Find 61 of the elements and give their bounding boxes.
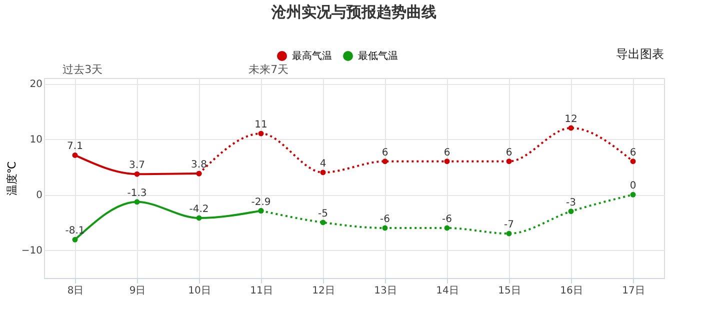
point (258, 130, 264, 136)
data-label: -1.3 (127, 188, 147, 199)
x-tick-label: 8日 (67, 286, 84, 296)
point (134, 199, 140, 205)
data-label: 11 (254, 120, 268, 131)
point (630, 158, 636, 164)
data-label: 6 (444, 147, 450, 158)
data-label: 6 (382, 147, 388, 158)
point (506, 230, 512, 236)
legend-label: 最高气温 (292, 50, 332, 62)
data-label: -5 (318, 208, 328, 220)
chart-title: 沧州实况与预报趋势曲线 (270, 3, 436, 21)
y-tick-label: 10 (30, 134, 42, 146)
text: 过去3天 (62, 63, 103, 76)
point (72, 236, 78, 242)
x-tick-label: 14日 (436, 286, 459, 296)
x-tick-label: 13日 (374, 286, 397, 296)
x-tick-label: 12日 (312, 286, 335, 296)
point (72, 152, 78, 158)
y-tick-label: 20 (30, 79, 42, 90)
point (320, 170, 326, 176)
x-tick-label: 15日 (498, 286, 521, 296)
x-tick-label: 10日 (188, 286, 211, 296)
point (506, 158, 512, 164)
point (444, 158, 450, 164)
data-label: 7.1 (67, 141, 83, 152)
point (134, 171, 140, 177)
point (630, 192, 636, 198)
data-label: -6 (380, 214, 390, 225)
data-label: 3.7 (129, 160, 145, 172)
point (196, 170, 202, 176)
y-tick-label: 0 (36, 190, 42, 202)
x-tick-label: 17日 (622, 286, 645, 296)
y-tick-label: −10 (21, 246, 42, 257)
data-label: 6 (506, 147, 512, 158)
point (258, 208, 264, 214)
x-tick-label: 16日 (560, 286, 583, 296)
data-label: 6 (630, 147, 636, 158)
point (444, 225, 450, 231)
text: 未来7天 (248, 63, 289, 76)
data-label: -4.2 (189, 204, 209, 215)
point (196, 215, 202, 221)
x-tick-label: 9日 (129, 286, 146, 296)
data-label: -8.1 (65, 226, 85, 237)
data-label: 4 (320, 158, 326, 170)
text: 导出图表 (616, 47, 664, 61)
point (320, 220, 326, 226)
y-axis-title: 温度℃ (5, 161, 18, 196)
data-label: 12 (564, 114, 578, 125)
point (382, 158, 388, 164)
data-label: -2.9 (251, 196, 271, 208)
data-label: 3.8 (191, 160, 207, 171)
data-label: -6 (442, 214, 452, 225)
point (568, 125, 574, 131)
point (568, 208, 574, 214)
x-tick-label: 11日 (250, 286, 273, 296)
data-label: 0 (630, 180, 636, 192)
legend-label: 最低气温 (358, 50, 398, 62)
data-label: -3 (566, 197, 576, 208)
data-label: -7 (504, 220, 514, 231)
point (382, 225, 388, 231)
